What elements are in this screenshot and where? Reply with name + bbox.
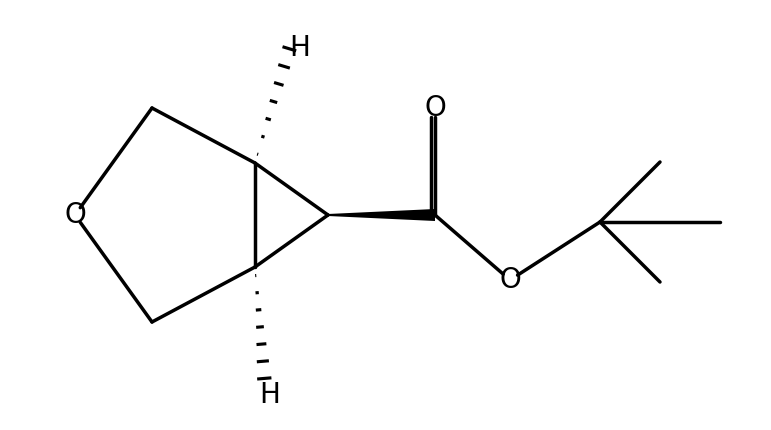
Text: O: O	[424, 94, 446, 122]
Text: H: H	[260, 381, 281, 409]
Polygon shape	[328, 209, 435, 221]
Text: O: O	[64, 201, 86, 229]
Text: H: H	[290, 34, 311, 62]
Text: O: O	[499, 266, 521, 294]
